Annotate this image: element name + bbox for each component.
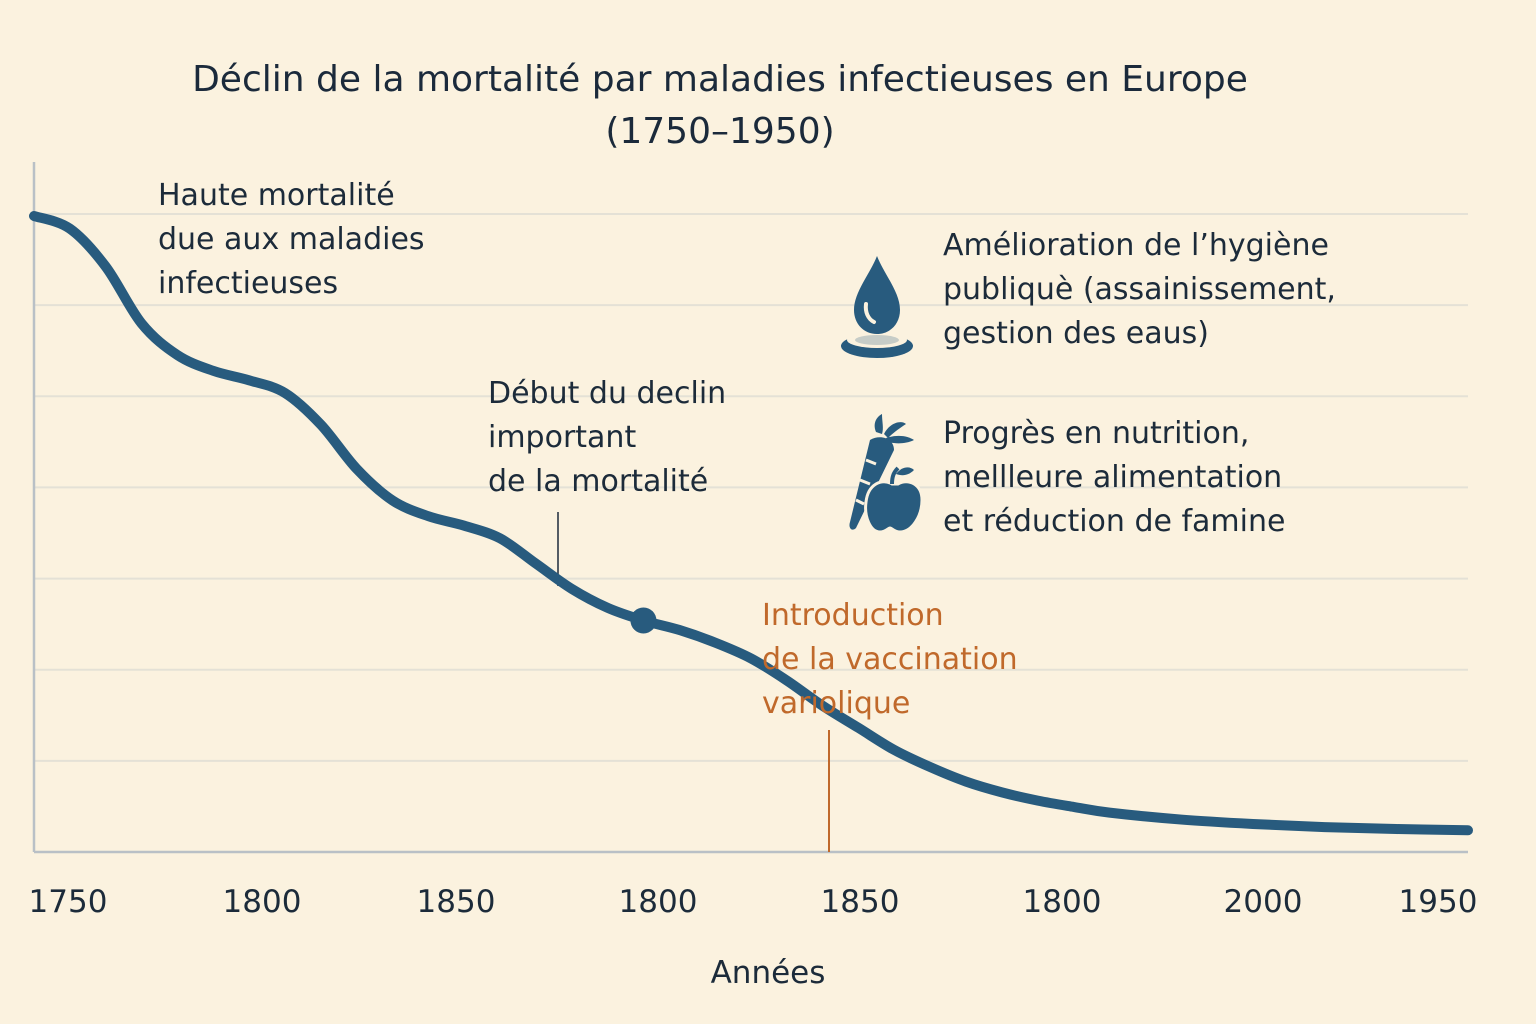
chart-title-main: Déclin de la mortalité par maladies infe…	[192, 59, 1248, 100]
annotation-line: variolique	[762, 686, 911, 721]
annotation-line: infectieuses	[158, 266, 339, 301]
x-tick-label: 1750	[28, 884, 108, 920]
annotation-line: Haute mortalité	[158, 178, 395, 213]
series-line	[29, 211, 1473, 836]
series-group	[29, 211, 1473, 836]
annotation-line: de la vaccination	[762, 642, 1018, 677]
x-tick-label: 2000	[1223, 884, 1303, 920]
x-tick-label: 1800	[618, 884, 698, 920]
annotation-line: Progrès en nutrition,	[943, 416, 1250, 451]
x-tick-label: 1850	[416, 884, 496, 920]
annotation-line: Amélioration de l’hygiène	[943, 228, 1329, 263]
x-tick-label: 1950	[1398, 884, 1478, 920]
water-drop-icon	[841, 256, 913, 358]
annotation-line: gestion des eaus)	[943, 316, 1209, 351]
highlight-point	[630, 607, 657, 634]
annotation-hygiene: Amélioration de l’hygiène publiquè (assa…	[943, 224, 1336, 356]
x-axis-label: Années	[710, 955, 826, 991]
chart-subtitle: (1750–1950)	[605, 111, 835, 152]
annotation-nutrition: Progrès en nutrition, mellleure alimenta…	[943, 412, 1285, 544]
x-tick-label: 1800	[222, 884, 302, 920]
x-tick-label: 1850	[820, 884, 900, 920]
annotation-line: Début du declin	[488, 376, 727, 411]
annotation-line: due aux maladies	[158, 222, 425, 257]
annotation-line: Introduction	[762, 598, 944, 633]
annotation-line: et réduction de famine	[943, 504, 1286, 539]
annotation-line: publiquè (assainissement,	[943, 272, 1336, 307]
carrot-apple-icon	[849, 414, 924, 534]
x-tick-label: 1800	[1022, 884, 1102, 920]
gridlines	[34, 213, 1468, 762]
annotation-haute-mortalite: Haute mortalité due aux maladies infecti…	[158, 174, 425, 306]
chart-title: Déclin de la mortalité par maladies infe…	[0, 54, 1440, 158]
annotation-line: important	[488, 420, 637, 455]
annotation-line: mellleure alimentation	[943, 460, 1283, 495]
annotation-line: de la mortalité	[488, 464, 709, 499]
annotation-debut-declin: Début du declin important de la mortalit…	[488, 372, 726, 504]
annotation-vaccination: Introduction de la vaccination varioliqu…	[762, 594, 1018, 726]
